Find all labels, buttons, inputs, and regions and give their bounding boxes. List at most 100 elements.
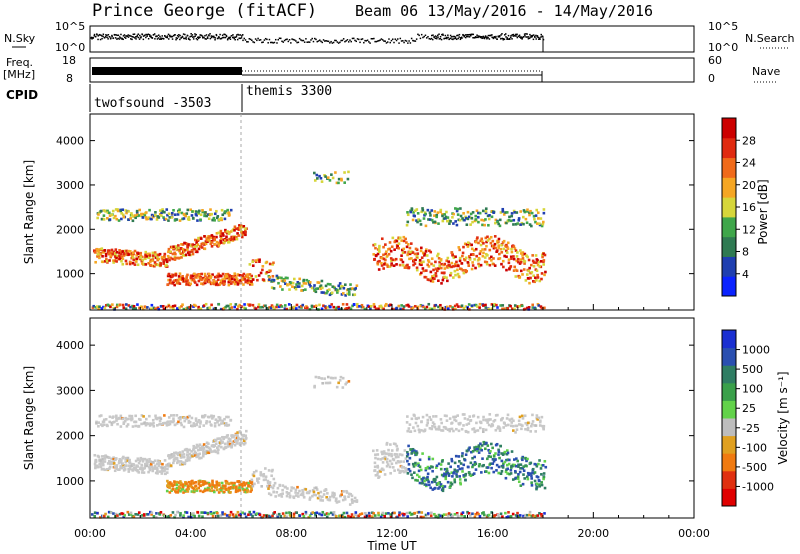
velocity-cell — [338, 379, 342, 382]
power-cell — [233, 278, 237, 281]
nsky-dot — [262, 41, 264, 43]
power-cell — [543, 253, 547, 257]
power-cell — [244, 233, 247, 237]
power-cell — [177, 246, 181, 250]
velocity-cell — [97, 455, 101, 459]
power-cell — [130, 213, 134, 217]
power-cell — [220, 274, 223, 278]
velocity-cell — [157, 464, 161, 468]
nsky-dot — [165, 36, 167, 38]
power-cell — [172, 245, 175, 248]
power-cell — [512, 223, 515, 226]
power-cell — [168, 278, 172, 282]
velocity-cell — [539, 419, 542, 423]
nsky-dot — [213, 35, 215, 38]
velocity-cell — [134, 512, 137, 516]
nsky-dot — [501, 33, 503, 35]
power-cell — [487, 223, 490, 227]
velocity-cell — [337, 500, 341, 503]
power-cell — [193, 238, 197, 242]
velocity-cell — [427, 455, 431, 459]
power-cell — [377, 249, 381, 252]
velocity-cell — [493, 458, 497, 462]
power-cell — [251, 303, 255, 307]
velocity-cell — [469, 514, 472, 517]
power-cell — [318, 303, 321, 307]
power-cell — [241, 278, 244, 281]
power-cell — [428, 249, 431, 253]
power-cell — [153, 261, 157, 264]
velocity-cell — [323, 489, 326, 493]
cpid-segment-2: themis 3300 — [246, 84, 332, 99]
power-cell — [219, 232, 223, 236]
power-cell — [136, 263, 140, 267]
velocity-cell — [149, 462, 153, 466]
power-cell — [512, 269, 516, 272]
power-cell — [250, 283, 254, 286]
velocity-cell — [528, 510, 532, 514]
power-cell — [351, 287, 354, 290]
velocity-cell — [478, 514, 482, 518]
velocity-cell — [99, 459, 103, 462]
power-cell — [439, 266, 443, 270]
velocity-cell — [515, 428, 519, 431]
velocity-cell — [485, 441, 488, 445]
freq-tick-low: 8 — [66, 72, 73, 85]
power-cell — [503, 254, 506, 258]
nsky-dot — [266, 38, 268, 41]
velocity-cell — [249, 490, 252, 493]
power-cell — [289, 281, 293, 285]
velocity-colorbar-swatch — [722, 347, 736, 366]
velocity-cell — [417, 469, 421, 473]
velocity-cell — [103, 460, 107, 463]
nsky-dot — [307, 41, 310, 43]
power-cell — [181, 303, 184, 306]
velocity-cell — [428, 483, 431, 487]
power-cell — [510, 257, 513, 260]
power-cell — [281, 288, 284, 291]
power-cell — [499, 211, 503, 214]
power-cell — [516, 260, 520, 264]
power-cell — [239, 224, 243, 227]
nsky-dot — [213, 36, 215, 39]
nsky-dot — [151, 37, 154, 39]
velocity-cell — [154, 471, 158, 475]
power-cell — [210, 241, 214, 244]
power-cell — [460, 304, 464, 308]
power-cell — [426, 208, 430, 212]
power-cell — [437, 222, 440, 225]
power-cell — [250, 274, 254, 278]
nsky-dot — [169, 34, 171, 37]
velocity-cell — [497, 448, 500, 452]
velocity-cell — [158, 423, 161, 426]
nsky-dot — [156, 38, 159, 40]
nsky-dot — [432, 34, 434, 36]
power-cell — [246, 303, 250, 306]
nsky-dot — [278, 37, 281, 40]
power-cell — [254, 259, 258, 262]
velocity-cell — [292, 512, 296, 516]
power-cell — [196, 219, 199, 222]
velocity-cell — [510, 417, 514, 421]
power-cell — [308, 283, 312, 286]
power-cell — [505, 255, 508, 259]
power-cell — [416, 307, 420, 311]
power-cell — [125, 262, 129, 266]
power-cell — [427, 302, 431, 306]
velocity-cell — [347, 492, 351, 496]
nsky-dot — [521, 38, 523, 40]
power-cell — [438, 264, 442, 267]
power-cell — [257, 303, 261, 306]
power-cell — [162, 307, 166, 311]
velocity-colorbar-tick-label: 1000 — [742, 344, 770, 357]
nsky-dot — [186, 34, 189, 37]
power-cell — [477, 220, 480, 224]
velocity-cell — [214, 418, 218, 421]
power-cell — [187, 215, 191, 219]
velocity-cell — [427, 480, 430, 484]
velocity-cell — [368, 514, 371, 518]
velocity-cell — [242, 442, 246, 446]
velocity-cell — [198, 425, 202, 428]
velocity-cell — [420, 420, 423, 423]
power-cell — [479, 263, 483, 267]
